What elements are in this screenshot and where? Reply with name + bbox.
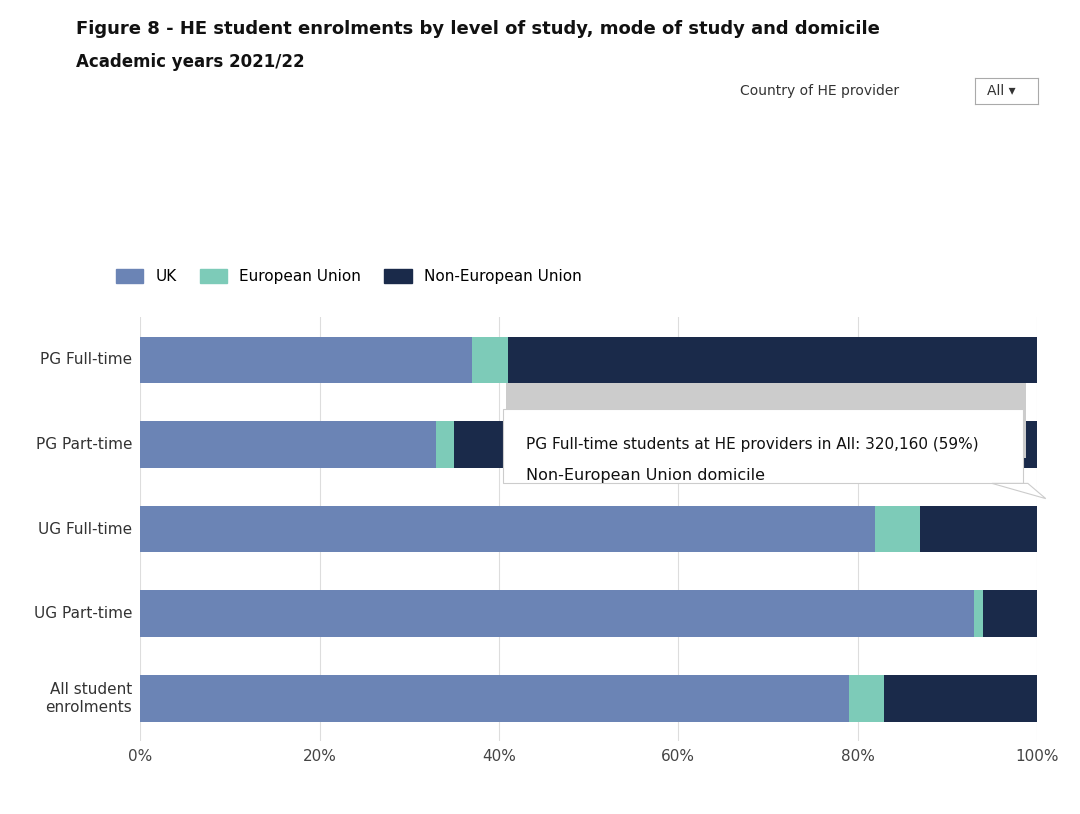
Text: Academic years 2021/22: Academic years 2021/22: [76, 53, 305, 71]
Text: All ▾: All ▾: [987, 84, 1016, 98]
Bar: [140, 675, 849, 722]
Bar: [436, 421, 454, 468]
Bar: [508, 336, 1037, 383]
Polygon shape: [993, 484, 1045, 499]
Text: Country of HE provider: Country of HE provider: [740, 84, 899, 98]
Legend: UK, European Union, Non-European Union: UK, European Union, Non-European Union: [116, 269, 581, 284]
Text: Non-European Union domicile: Non-European Union domicile: [526, 468, 765, 484]
Bar: [140, 421, 436, 468]
FancyBboxPatch shape: [503, 409, 1024, 484]
Bar: [140, 336, 472, 383]
Text: PG Full-time students at HE providers in All: 320,160 (59%): PG Full-time students at HE providers in…: [526, 437, 978, 452]
Bar: [472, 336, 508, 383]
Bar: [140, 590, 974, 637]
Bar: [974, 590, 983, 637]
Bar: [983, 590, 1037, 637]
Bar: [454, 421, 1037, 468]
Text: Figure 8 - HE student enrolments by level of study, mode of study and domicile: Figure 8 - HE student enrolments by leve…: [76, 20, 879, 38]
Bar: [140, 505, 876, 553]
Bar: [876, 505, 920, 553]
Bar: [849, 675, 885, 722]
Bar: [885, 675, 1037, 722]
Bar: [920, 505, 1037, 553]
FancyBboxPatch shape: [507, 383, 1026, 458]
